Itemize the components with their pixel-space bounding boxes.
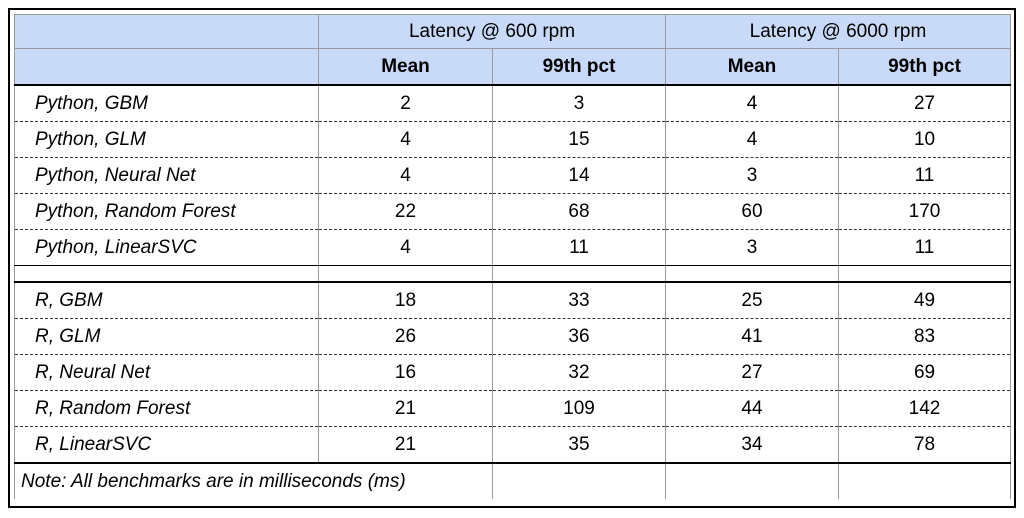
column-header: 99th pct [837, 48, 1012, 86]
row-label: R, Random Forest [14, 390, 319, 427]
value-cell: 27 [665, 354, 839, 391]
empty-cell [492, 462, 666, 499]
value-cell: 18 [318, 282, 493, 319]
data-row: Python, LinearSVC 4 11 3 11 [14, 229, 1012, 266]
value-cell: 44 [665, 390, 839, 427]
column-header: Mean [318, 48, 493, 86]
data-row: R, GBM 18 33 25 49 [14, 282, 1012, 319]
column-header: Mean [665, 48, 839, 86]
value-cell: 27 [837, 85, 1012, 122]
value-cell: 68 [492, 193, 666, 230]
value-cell: 14 [492, 157, 666, 194]
value-cell: 4 [665, 121, 839, 158]
value-cell: 4 [318, 121, 493, 158]
value-cell: 10 [837, 121, 1012, 158]
row-label: Python, Random Forest [14, 193, 319, 230]
value-cell: 15 [492, 121, 666, 158]
data-row: R, Random Forest 21 109 44 142 [14, 390, 1012, 427]
spacer-cell [665, 265, 839, 283]
value-cell: 3 [665, 157, 839, 194]
corner-cell [14, 48, 319, 86]
table-frame: Latency @ 600 rpm Latency @ 6000 rpm Mean 9… [8, 8, 1016, 508]
value-cell: 69 [837, 354, 1012, 391]
value-cell: 4 [318, 229, 493, 266]
group-header: Latency @ 600 rpm [318, 14, 666, 49]
value-cell: 109 [492, 390, 666, 427]
section-spacer [14, 265, 1012, 283]
row-label: Python, LinearSVC [14, 229, 319, 266]
header-column-row: Mean 99th pct Mean 99th pct [14, 48, 1012, 86]
latency-table: Latency @ 600 rpm Latency @ 6000 rpm Mean 9… [14, 14, 1012, 499]
value-cell: 4 [665, 85, 839, 122]
value-cell: 11 [492, 229, 666, 266]
value-cell: 21 [318, 426, 493, 464]
note-row: Note: All benchmarks are in milliseconds… [14, 462, 1012, 499]
value-cell: 3 [492, 85, 666, 122]
data-row: R, GLM 26 36 41 83 [14, 318, 1012, 355]
value-cell: 22 [318, 193, 493, 230]
row-label: Python, Neural Net [14, 157, 319, 194]
note-text: Note: All benchmarks are in milliseconds… [14, 462, 493, 499]
value-cell: 32 [492, 354, 666, 391]
value-cell: 16 [318, 354, 493, 391]
value-cell: 142 [837, 390, 1012, 427]
spacer-cell [14, 265, 319, 283]
spacer-cell [492, 265, 666, 283]
data-row: Python, GLM 4 15 4 10 [14, 121, 1012, 158]
value-cell: 2 [318, 85, 493, 122]
column-header: 99th pct [492, 48, 666, 86]
row-label: Python, GLM [14, 121, 319, 158]
value-cell: 83 [837, 318, 1012, 355]
spacer-cell [837, 265, 1012, 283]
empty-cell [665, 462, 839, 499]
value-cell: 4 [318, 157, 493, 194]
data-row: Python, Random Forest 22 68 60 170 [14, 193, 1012, 230]
row-label: R, GBM [14, 282, 319, 319]
value-cell: 11 [837, 157, 1012, 194]
value-cell: 60 [665, 193, 839, 230]
row-label: Python, GBM [14, 85, 319, 122]
value-cell: 170 [837, 193, 1012, 230]
data-row: R, LinearSVC 21 35 34 78 [14, 426, 1012, 464]
row-label: R, GLM [14, 318, 319, 355]
row-label: R, LinearSVC [14, 426, 319, 464]
data-row: Python, GBM 2 3 4 27 [14, 85, 1012, 122]
spacer-cell [318, 265, 493, 283]
corner-cell [14, 14, 319, 49]
value-cell: 25 [665, 282, 839, 319]
value-cell: 36 [492, 318, 666, 355]
value-cell: 35 [492, 426, 666, 464]
header-group-row: Latency @ 600 rpm Latency @ 6000 rpm [14, 14, 1012, 49]
row-label: R, Neural Net [14, 354, 319, 391]
value-cell: 41 [665, 318, 839, 355]
empty-cell [837, 462, 1012, 499]
value-cell: 33 [492, 282, 666, 319]
value-cell: 49 [837, 282, 1012, 319]
value-cell: 78 [837, 426, 1012, 464]
value-cell: 11 [837, 229, 1012, 266]
data-row: Python, Neural Net 4 14 3 11 [14, 157, 1012, 194]
value-cell: 21 [318, 390, 493, 427]
group-header: Latency @ 6000 rpm [664, 14, 1012, 49]
value-cell: 34 [665, 426, 839, 464]
value-cell: 3 [665, 229, 839, 266]
value-cell: 26 [318, 318, 493, 355]
data-row: R, Neural Net 16 32 27 69 [14, 354, 1012, 391]
